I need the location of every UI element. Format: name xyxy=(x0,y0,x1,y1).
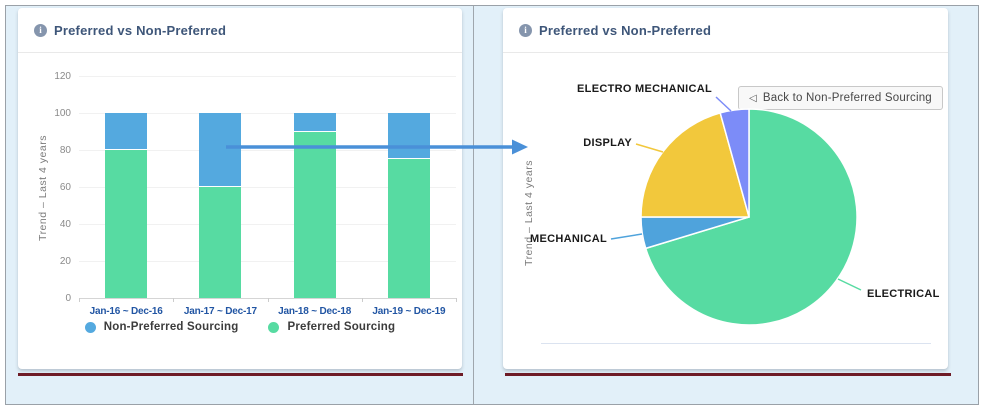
pie-slice-display[interactable] xyxy=(640,111,750,218)
pie-baseline xyxy=(541,343,931,344)
y-tick-label: 0 xyxy=(65,293,71,304)
pie-label-connector xyxy=(610,233,643,240)
y-tick-label: 80 xyxy=(59,145,71,156)
bar-preferred-0[interactable] xyxy=(105,150,148,298)
x-axis-label: Jan-17 ~ Dec-17 xyxy=(183,306,257,317)
x-axis-label: Jan-16 ~ Dec-16 xyxy=(89,306,163,317)
x-axis-tick xyxy=(173,298,175,302)
x-axis-tick xyxy=(79,298,80,302)
gridline xyxy=(79,261,456,262)
gridline xyxy=(79,187,456,188)
maroon-rule-right xyxy=(505,373,951,376)
bar-chart-legend: Non-Preferred Sourcing Preferred Sourcin… xyxy=(18,321,462,333)
pie-slice-electrical[interactable] xyxy=(644,108,858,326)
x-axis-tick xyxy=(267,298,269,302)
gridline xyxy=(79,150,456,151)
legend-item-preferred[interactable]: Preferred Sourcing xyxy=(268,321,395,333)
y-tick-label: 20 xyxy=(59,256,71,267)
x-axis-tick xyxy=(361,298,363,302)
pie-chart-card: i Preferred vs Non-Preferred Trend – Las… xyxy=(503,8,948,369)
gridline xyxy=(79,76,456,77)
panel-divider xyxy=(473,6,474,404)
info-icon[interactable]: i xyxy=(519,23,532,37)
y-tick-label: 60 xyxy=(59,182,71,193)
y-tick-label: 120 xyxy=(54,71,71,82)
pie-chart xyxy=(610,96,862,326)
back-button-label: Back to Non-Preferred Sourcing xyxy=(762,92,932,104)
bar-non-preferred-2[interactable] xyxy=(293,113,336,132)
maroon-rule-left xyxy=(18,373,463,376)
pie-label-display: DISPLAY xyxy=(583,137,632,149)
legend-item-non-preferred[interactable]: Non-Preferred Sourcing xyxy=(84,321,239,333)
back-triangle-icon: ◁ xyxy=(749,92,757,104)
bar-non-preferred-0[interactable] xyxy=(105,113,148,150)
legend-dot-preferred xyxy=(268,321,280,333)
dashboard-canvas: i Preferred vs Non-Preferred Trend – Las… xyxy=(5,5,979,405)
gridline xyxy=(79,113,456,114)
legend-label-non-preferred: Non-Preferred Sourcing xyxy=(103,321,239,333)
bar-preferred-3[interactable] xyxy=(387,159,430,298)
bar-chart-card: i Preferred vs Non-Preferred Trend – Las… xyxy=(18,8,462,369)
x-axis-tick xyxy=(456,298,457,302)
legend-dot-non-preferred xyxy=(84,321,96,333)
bar-non-preferred-3[interactable] xyxy=(387,113,430,160)
pie-label-electro-mechanical: ELECTRO MECHANICAL xyxy=(577,83,712,95)
bar-chart-title: Preferred vs Non-Preferred xyxy=(54,22,227,38)
bar-preferred-1[interactable] xyxy=(199,187,242,298)
legend-label-preferred: Preferred Sourcing xyxy=(287,321,396,333)
info-icon[interactable]: i xyxy=(34,23,47,37)
bar-non-preferred-1[interactable] xyxy=(199,113,242,187)
pie-label-connector xyxy=(837,278,862,291)
y-tick-label: 40 xyxy=(59,219,71,230)
x-axis-label: Jan-19 ~ Dec-19 xyxy=(372,306,446,317)
pie-chart-title: Preferred vs Non-Preferred xyxy=(539,22,712,38)
pie-slice-electro-mechanical[interactable] xyxy=(719,108,750,218)
pie-label-connector xyxy=(715,96,732,112)
pie-label-electrical: ELECTRICAL xyxy=(867,288,940,300)
y-tick-label: 100 xyxy=(54,108,71,119)
back-to-non-preferred-button[interactable]: ◁ Back to Non-Preferred Sourcing xyxy=(738,86,943,110)
x-axis-label: Jan-18 ~ Dec-18 xyxy=(278,306,352,317)
gridline xyxy=(79,224,456,225)
pie-label-connector xyxy=(635,143,664,153)
pie-label-mechanical: MECHANICAL xyxy=(530,233,607,245)
bar-chart-header: i Preferred vs Non-Preferred xyxy=(18,8,462,53)
bar-preferred-2[interactable] xyxy=(293,131,336,298)
pie-chart-header: i Preferred vs Non-Preferred xyxy=(503,8,948,53)
